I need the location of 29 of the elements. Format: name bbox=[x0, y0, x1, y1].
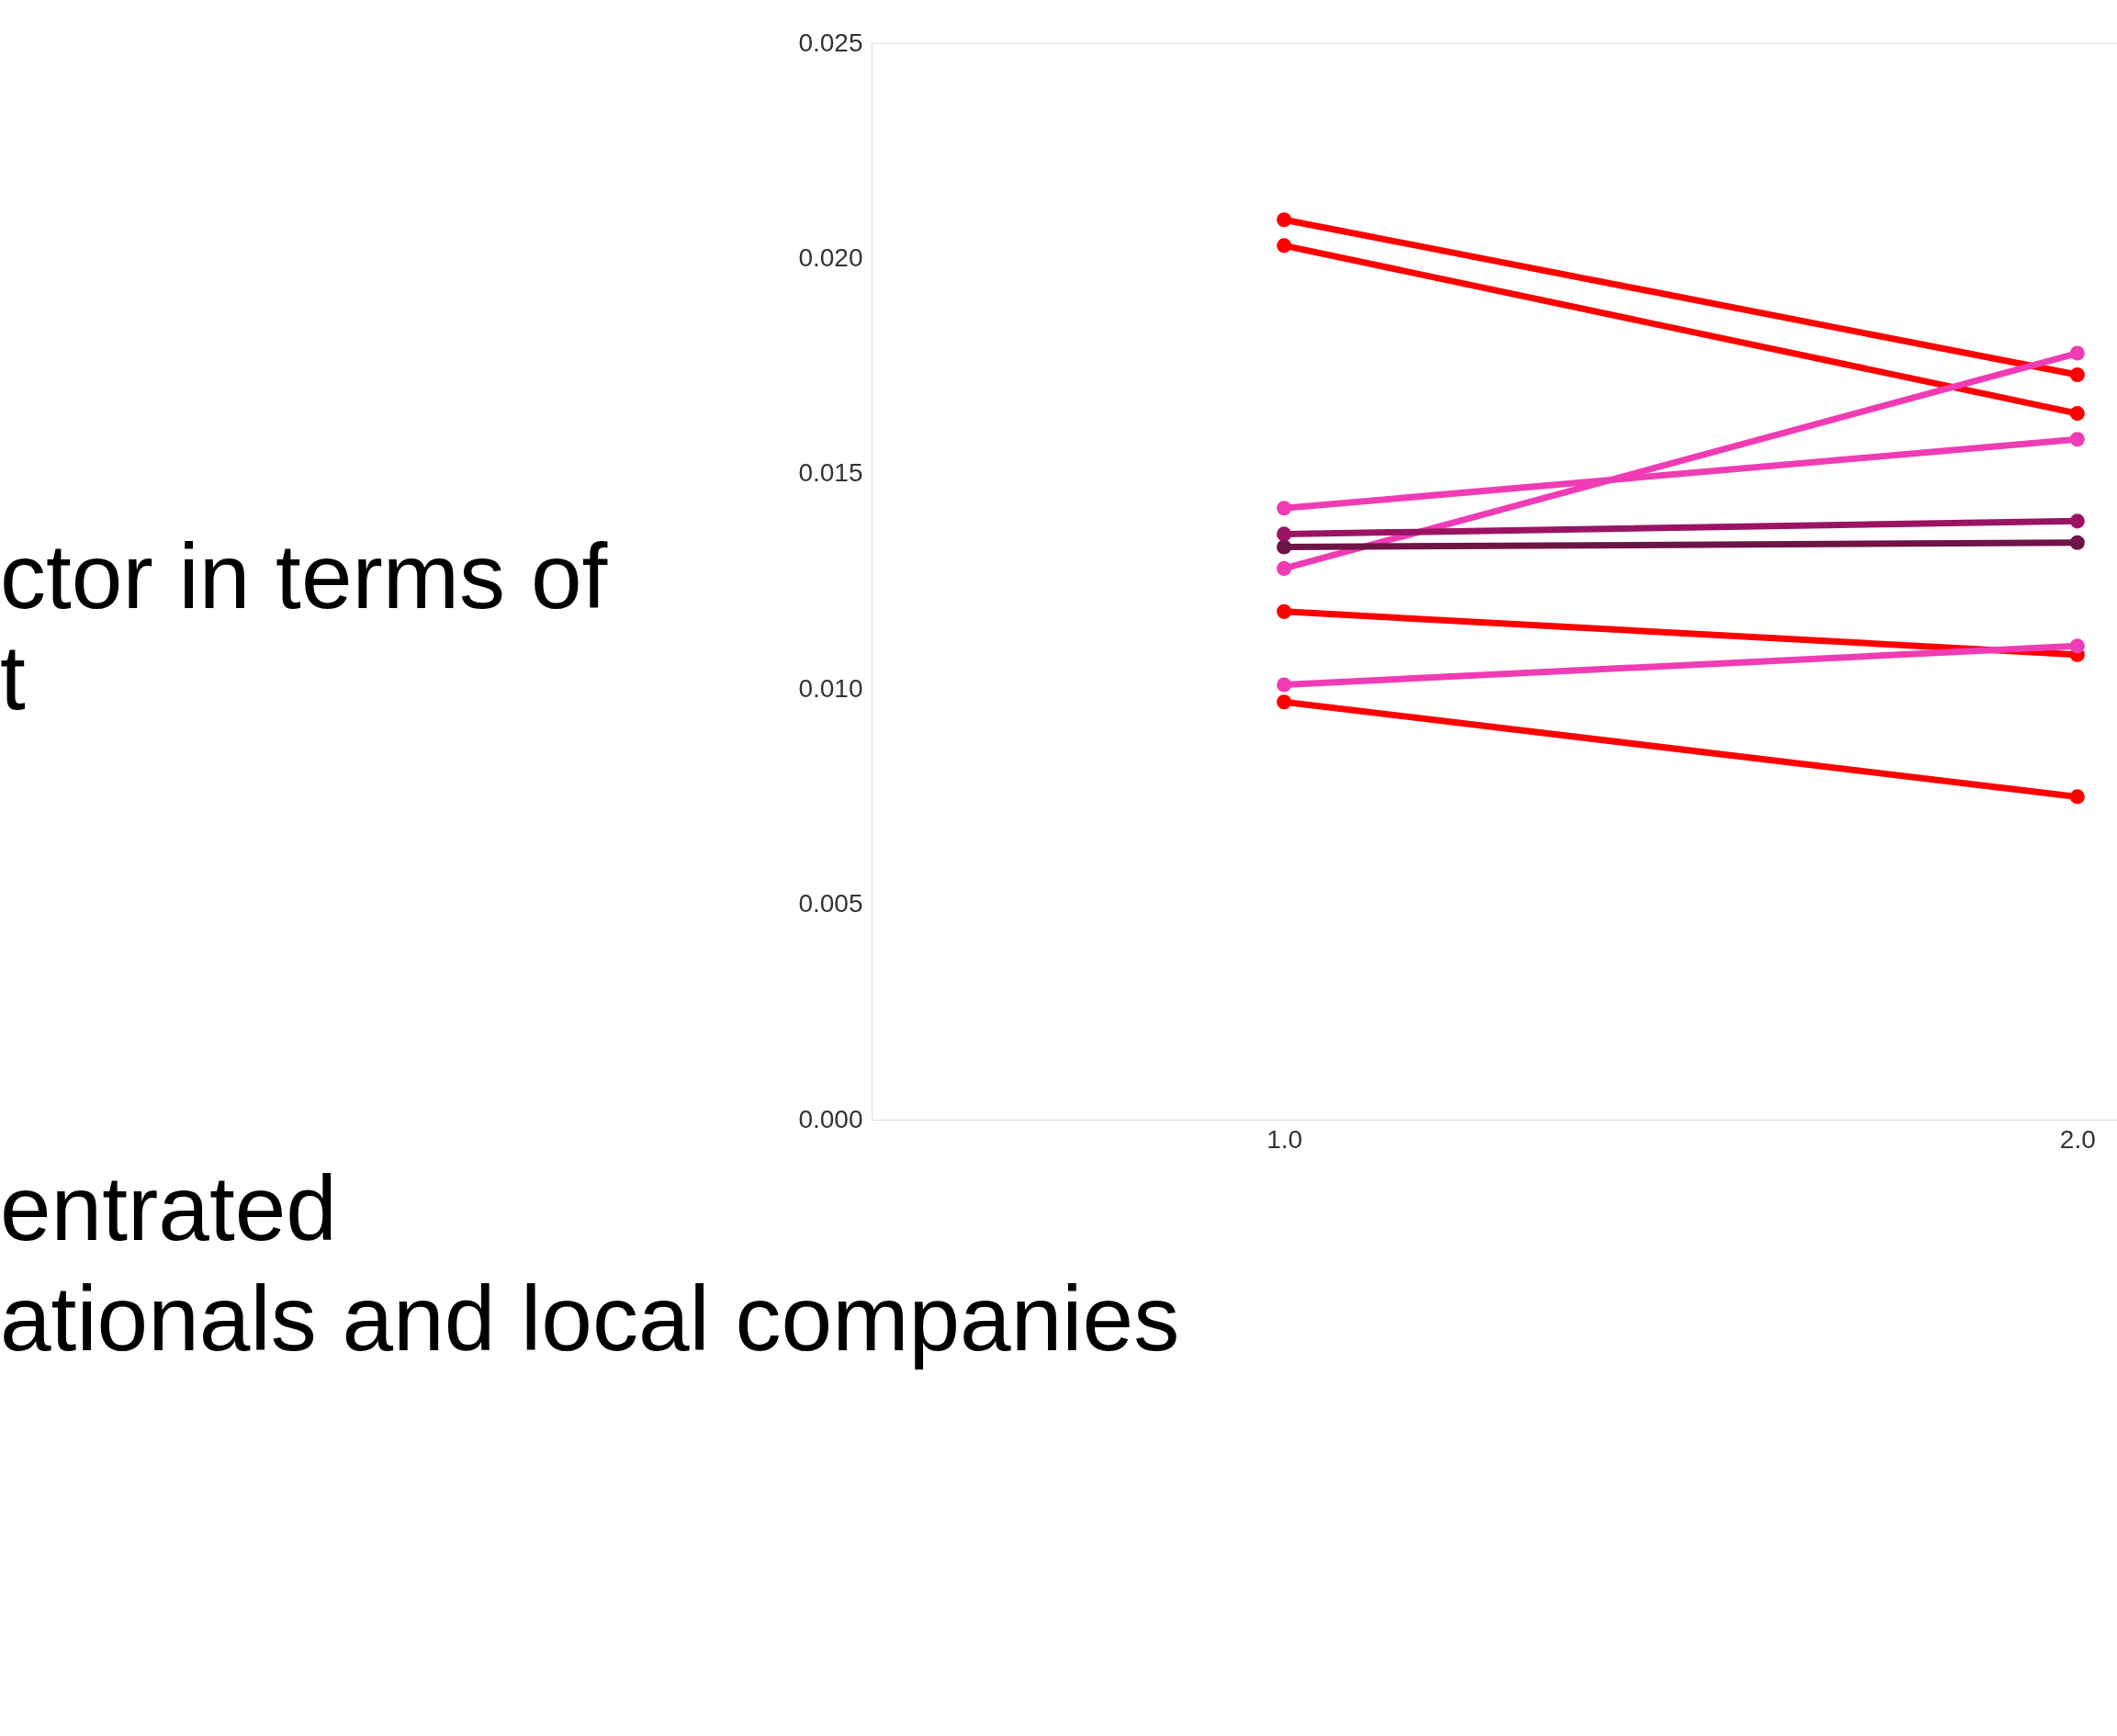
text: t bbox=[0, 626, 26, 728]
point bbox=[1277, 212, 1292, 228]
text: ationals and local companies bbox=[0, 1267, 1180, 1370]
point bbox=[2069, 432, 2085, 447]
point bbox=[2069, 345, 2085, 361]
text: ctor in terms of bbox=[0, 524, 608, 627]
y-tick-label: 0.010 bbox=[798, 673, 863, 703]
y-tick-label: 0.000 bbox=[798, 1104, 863, 1133]
point bbox=[2069, 406, 2085, 422]
point bbox=[2069, 366, 2085, 383]
point bbox=[1277, 501, 1292, 516]
point bbox=[1277, 526, 1292, 542]
text: entrated bbox=[0, 1156, 337, 1259]
point bbox=[2069, 535, 2085, 550]
point bbox=[1277, 677, 1292, 693]
y-tick-label: 0.020 bbox=[798, 242, 863, 272]
point bbox=[1277, 694, 1292, 710]
y-tick-label: 0.025 bbox=[798, 28, 863, 57]
point bbox=[2069, 638, 2085, 654]
y-tick-label: 0.005 bbox=[798, 889, 863, 919]
point bbox=[1277, 603, 1292, 619]
x-tick-label: 2.0 bbox=[2059, 1124, 2096, 1154]
point bbox=[1277, 238, 1292, 254]
point bbox=[2069, 789, 2085, 805]
point bbox=[1277, 539, 1292, 555]
point bbox=[2069, 513, 2085, 529]
y-tick-label: 0.015 bbox=[798, 458, 863, 488]
x-tick-label: 1.0 bbox=[1267, 1124, 1303, 1154]
point bbox=[1277, 560, 1292, 576]
